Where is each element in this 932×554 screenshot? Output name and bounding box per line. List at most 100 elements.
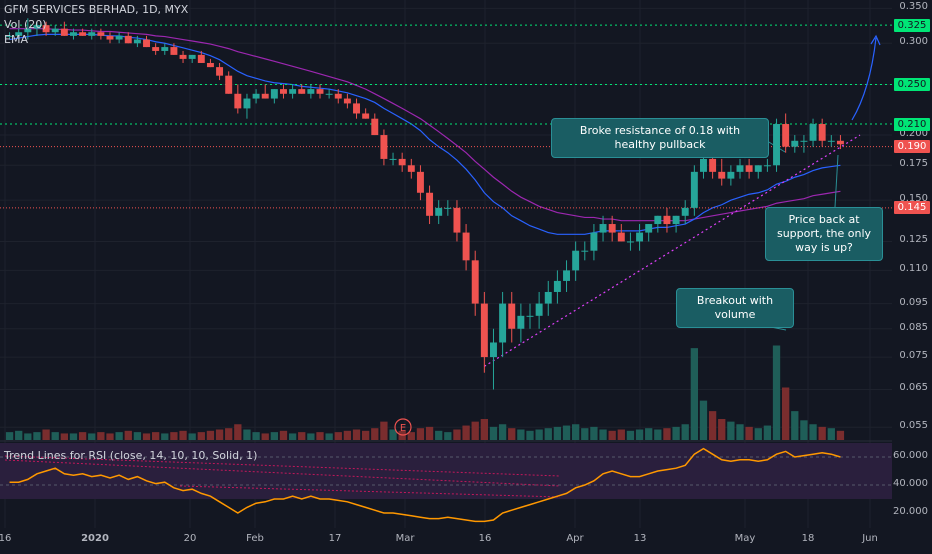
x-tick-label: Jun (862, 533, 878, 544)
volume-bar (5, 432, 14, 440)
volume-bar (206, 430, 215, 440)
volume-bar (782, 387, 790, 440)
annotation-breakout: Broke resistance of 0.18 with healthy pu… (551, 118, 769, 158)
rsi-trendline (4, 455, 561, 477)
candle-body (700, 158, 707, 172)
volume-bar (133, 432, 142, 440)
candle-body (517, 315, 525, 329)
volume-bar (453, 429, 461, 440)
volume-bar (809, 424, 817, 440)
volume-bar (827, 428, 835, 440)
candle-body (188, 54, 196, 59)
rsi-legend: Trend Lines for RSI (close, 14, 10, 10, … (4, 449, 258, 462)
candle-body (681, 207, 689, 216)
volume-bar (462, 425, 470, 440)
candle-body (15, 32, 23, 36)
volume-bar (243, 429, 251, 440)
y-tick-label: 0.175 (899, 158, 928, 170)
support-trendline (484, 134, 861, 367)
volume-bar (572, 424, 580, 440)
volume-bar (562, 425, 571, 440)
candle-body (133, 39, 141, 44)
volume-bar (352, 429, 361, 440)
x-tick-label: May (734, 533, 756, 544)
x-tick-label: 20 (183, 533, 197, 544)
x-tick-label: 13 (633, 533, 647, 544)
volume-bar (362, 430, 370, 440)
volume-bar (772, 345, 781, 440)
volume-bar (654, 429, 662, 440)
price-level-label: 0.210 (894, 117, 930, 131)
volume-bar (225, 428, 233, 440)
y-tick-label: 0.085 (899, 321, 928, 333)
volume-bar (727, 421, 735, 440)
volume-bar (152, 432, 160, 440)
volume-bar (718, 419, 726, 440)
candle-body (444, 207, 452, 209)
candle-body (70, 32, 77, 36)
candle-body (325, 93, 333, 95)
annotation-volume: Breakout with volume (676, 288, 794, 328)
volume-bar (51, 432, 59, 440)
volume-bar (307, 433, 315, 440)
volume-bar (745, 426, 753, 440)
volume-bar (836, 430, 845, 440)
candle-body (106, 35, 114, 40)
volume-bar (435, 430, 443, 440)
price-level-label: 0.325 (894, 18, 930, 32)
volume-bar (708, 411, 717, 440)
rsi-tick-label: 20.000 (893, 506, 928, 517)
candle-body (709, 158, 717, 172)
volume-bar (270, 432, 278, 440)
candle-body (563, 270, 570, 281)
candle-body (161, 47, 169, 51)
candle-body (362, 113, 370, 119)
candle-body (206, 62, 214, 68)
candle-body (754, 165, 762, 172)
candle-body (416, 171, 424, 193)
candle-body (773, 124, 780, 166)
volume-bar (279, 430, 288, 440)
volume-bar (252, 432, 260, 440)
candle-body (170, 47, 178, 55)
volume-bar (599, 429, 607, 440)
candle-body (782, 124, 790, 147)
projection-arrow-head (870, 34, 881, 46)
volume-bar (471, 421, 479, 440)
candle-body (544, 291, 552, 304)
volume-bar (407, 432, 415, 440)
candle-body (270, 89, 278, 99)
annotation-pointer (834, 154, 839, 208)
volume-bar (581, 428, 589, 440)
volume-bar (480, 419, 488, 440)
candle-body (79, 32, 87, 36)
volume-bar (142, 433, 151, 440)
candle-body (334, 93, 342, 99)
rsi-line (9, 447, 841, 523)
candle-body (727, 171, 735, 179)
volume-bar (754, 428, 762, 440)
volume-bar (42, 429, 50, 440)
candle-body (645, 224, 653, 233)
candle-body (407, 165, 415, 172)
candle-body (343, 98, 351, 104)
annotation-support: Price back at support, the only way is u… (765, 207, 883, 261)
candle-body (115, 35, 123, 40)
y-tick-label: 0.055 (899, 420, 928, 432)
volume-bar (425, 426, 434, 440)
volume-bar (608, 430, 616, 440)
volume-bar (800, 420, 808, 440)
earnings-label: E (400, 423, 406, 434)
price-level-label: 0.250 (894, 78, 930, 92)
price-level-label: 0.190 (894, 140, 930, 154)
volume-bar (544, 428, 552, 440)
symbol-title: GFM SERVICES BERHAD, 1D, MYX (4, 3, 189, 16)
earnings-marker (394, 418, 412, 436)
candle-body (736, 165, 744, 172)
volume-bar (170, 432, 178, 440)
volume-legend: Vol (20) (4, 18, 47, 31)
candle-body (836, 140, 844, 145)
volume-bar (690, 348, 698, 440)
rsi-trendline (179, 485, 561, 498)
